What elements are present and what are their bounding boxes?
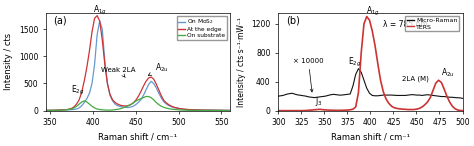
TERS <box>460 110 465 112</box>
Micro-Raman <box>361 79 367 81</box>
At the edge <box>141 85 146 87</box>
TERS <box>400 108 405 110</box>
TERS <box>386 102 392 104</box>
Text: E$_{2g}$: E$_{2g}$ <box>348 55 362 69</box>
Micro-Raman <box>275 95 281 97</box>
On substrate <box>227 110 233 111</box>
On substrate <box>109 109 115 111</box>
On substrate <box>151 99 156 101</box>
Micro-Raman <box>356 68 361 69</box>
Line: TERS: TERS <box>278 16 463 111</box>
At the edge <box>197 109 203 111</box>
Text: 2LA (M): 2LA (M) <box>402 76 429 82</box>
On MoS$_2$ <box>197 109 203 111</box>
TERS <box>309 109 314 111</box>
On substrate <box>143 96 149 97</box>
Text: A$_{2u}$: A$_{2u}$ <box>148 61 168 75</box>
Micro-Raman <box>386 94 392 96</box>
Line: On MoS$_2$: On MoS$_2$ <box>46 21 230 110</box>
Micro-Raman <box>309 96 314 98</box>
At the edge <box>112 102 118 103</box>
On substrate <box>138 98 144 100</box>
TERS <box>275 110 281 112</box>
Micro-Raman <box>375 95 381 97</box>
On substrate <box>92 107 98 109</box>
On substrate <box>43 110 48 111</box>
X-axis label: Raman shift / cm⁻¹: Raman shift / cm⁻¹ <box>98 133 177 142</box>
On substrate <box>197 110 203 111</box>
Text: (b): (b) <box>286 16 300 26</box>
On MoS$_2$ <box>87 92 92 94</box>
Text: Weak 2LA: Weak 2LA <box>101 67 136 77</box>
Text: A$_{2u}$: A$_{2u}$ <box>441 66 455 79</box>
Line: At the edge: At the edge <box>46 16 230 110</box>
Text: λ = 785 nm: λ = 785 nm <box>383 20 428 29</box>
At the edge <box>227 110 233 111</box>
Micro-Raman <box>460 97 465 99</box>
Text: × 10000: × 10000 <box>293 58 324 92</box>
Line: Micro-Raman: Micro-Raman <box>278 69 463 98</box>
Text: A$_{1g}$: A$_{1g}$ <box>366 5 380 18</box>
On MoS$_2$ <box>141 95 146 96</box>
Text: A$_{1g}$: A$_{1g}$ <box>93 4 107 17</box>
On MoS$_2$ <box>43 110 48 111</box>
Text: E$_{2g}$: E$_{2g}$ <box>71 84 84 97</box>
Legend: Micro-Raman, TERS: Micro-Raman, TERS <box>405 16 459 31</box>
TERS <box>375 63 381 64</box>
TERS <box>364 16 370 17</box>
At the edge <box>94 15 100 16</box>
Micro-Raman <box>402 95 408 96</box>
At the edge <box>92 18 98 19</box>
Text: J$_3$: J$_3$ <box>315 95 323 108</box>
On MoS$_2$ <box>151 83 156 84</box>
TERS <box>402 108 408 110</box>
TERS <box>358 52 364 54</box>
On MoS$_2$ <box>97 20 102 22</box>
On MoS$_2$ <box>227 110 233 111</box>
Legend: On MoS$_2$, At the edge, On substrate: On MoS$_2$, At the edge, On substrate <box>177 16 227 40</box>
At the edge <box>151 78 156 80</box>
Y-axis label: Intensity / cts·s⁻¹·mW⁻¹: Intensity / cts·s⁻¹·mW⁻¹ <box>237 17 246 107</box>
At the edge <box>87 50 92 52</box>
Line: On substrate: On substrate <box>46 97 230 111</box>
Y-axis label: Intensity / cts: Intensity / cts <box>4 33 13 90</box>
X-axis label: Raman shift / cm⁻¹: Raman shift / cm⁻¹ <box>331 133 410 142</box>
On substrate <box>87 103 92 105</box>
On MoS$_2$ <box>92 64 98 65</box>
On MoS$_2$ <box>112 103 118 105</box>
Text: (a): (a) <box>53 16 67 26</box>
At the edge <box>43 110 48 111</box>
Micro-Raman <box>400 95 405 96</box>
